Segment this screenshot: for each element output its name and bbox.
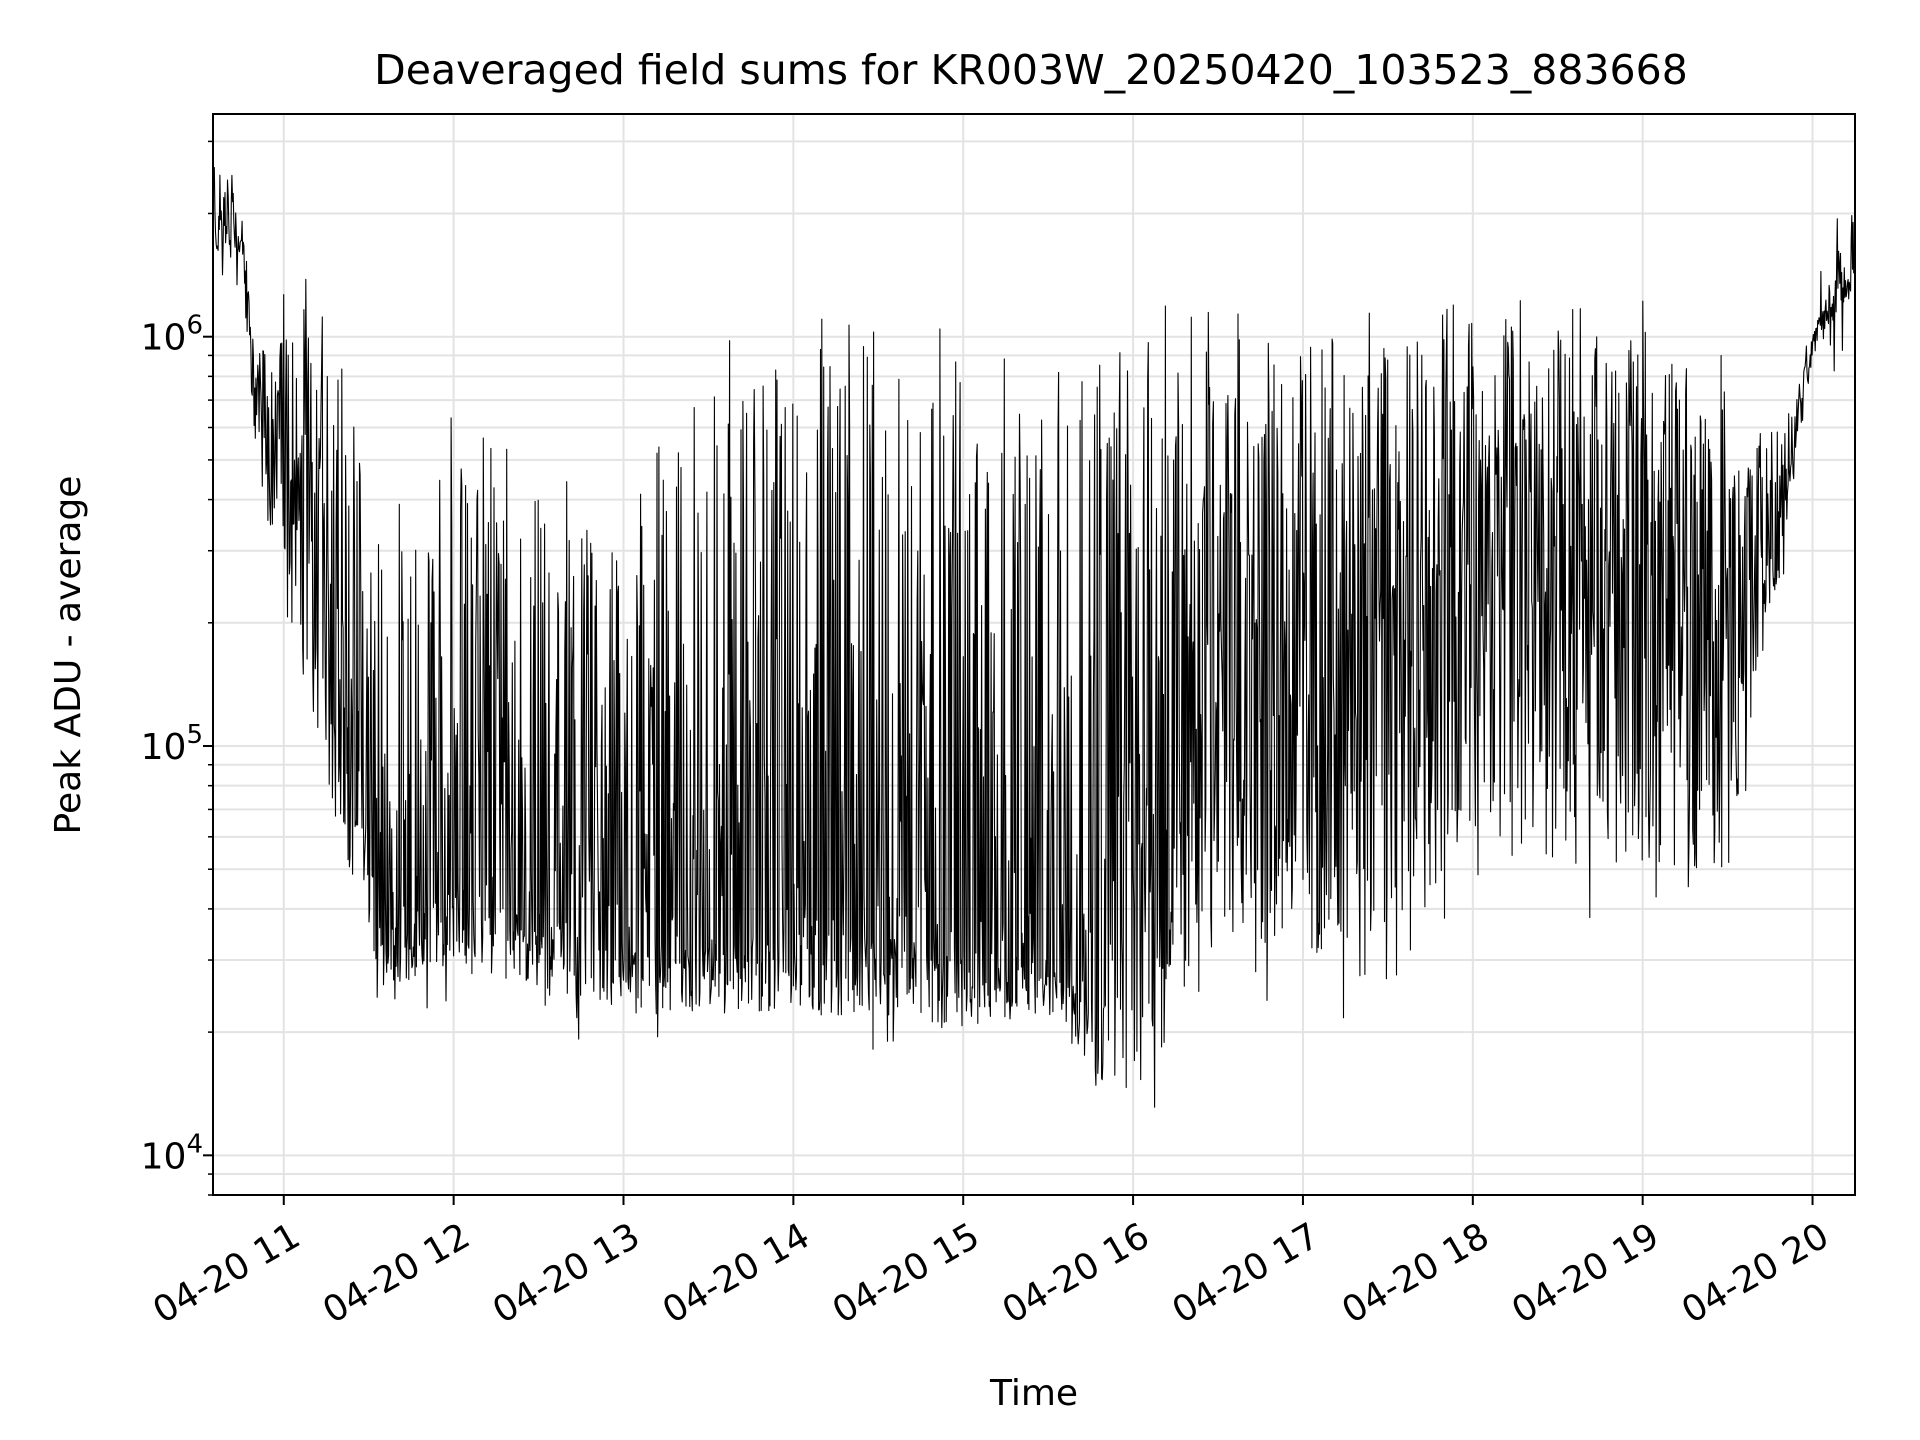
y-tick-label: 106 <box>141 311 203 359</box>
plot-frame <box>212 113 1856 1196</box>
series-path <box>212 166 1856 1108</box>
chart-title: Deaveraged field sums for KR003W_2025042… <box>374 46 1688 94</box>
y-axis: 104 105 106 <box>141 140 213 1196</box>
y-tick-label: 104 <box>141 1129 203 1177</box>
x-axis-label: Time <box>989 1373 1078 1414</box>
series-line <box>212 166 1856 1108</box>
y-axis-label: Peak ADU - average <box>48 476 89 835</box>
y-tick-label: 105 <box>141 720 203 768</box>
